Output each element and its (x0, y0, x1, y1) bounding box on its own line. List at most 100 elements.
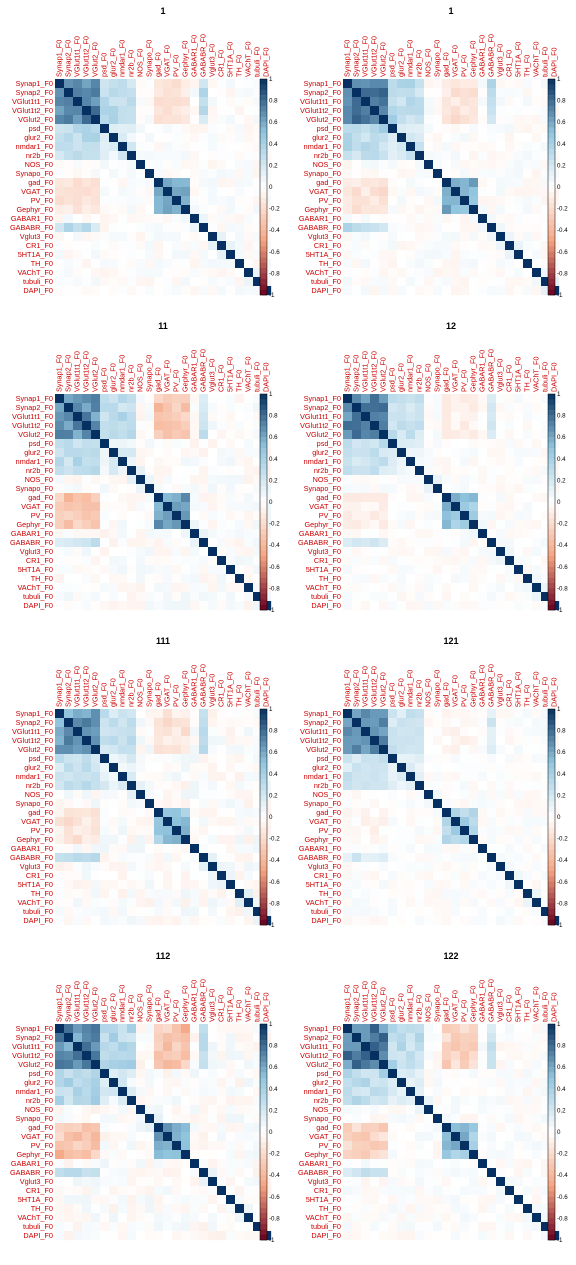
heatmap-cell (541, 142, 551, 152)
heatmap-cell (415, 727, 425, 737)
heatmap-cell (118, 1177, 128, 1187)
column-label: VGlut1t2_F0 (81, 351, 90, 392)
heatmap-cell (379, 1087, 389, 1097)
heatmap-cell (109, 1096, 119, 1106)
heatmap-cell (154, 808, 164, 818)
column-label: nmdar1_F0 (405, 355, 414, 392)
heatmap-cell (154, 745, 164, 755)
heatmap-cell (532, 250, 542, 260)
heatmap-cell (127, 709, 137, 719)
row-label: NOS_F0 (313, 790, 341, 799)
heatmap-cell (154, 727, 164, 737)
colorbar-segment (260, 278, 267, 285)
heatmap-cell (154, 1114, 164, 1124)
heatmap-cell (433, 556, 443, 566)
heatmap-cell (127, 1204, 137, 1214)
heatmap-cell (136, 502, 146, 512)
heatmap-cell (424, 448, 434, 458)
heatmap-cell (487, 556, 497, 566)
heatmap-cell (244, 907, 254, 917)
colorbar-segment (260, 1051, 267, 1057)
colorbar-segment (548, 246, 555, 252)
colorbar-tick-label: -0.4 (269, 1172, 280, 1179)
heatmap-cell (109, 88, 119, 98)
row-label: gad_F0 (28, 493, 53, 502)
heatmap-cell (127, 853, 137, 863)
heatmap-cell (190, 799, 200, 809)
heatmap-cell (532, 862, 542, 872)
row-label: PV_F0 (319, 196, 341, 205)
heatmap-cell (469, 781, 479, 791)
heatmap-cell (127, 484, 137, 494)
heatmap-cell (514, 160, 524, 170)
heatmap-cell (145, 1042, 155, 1052)
heatmap-cell (514, 853, 524, 863)
heatmap-cell (118, 907, 128, 917)
heatmap-cell (433, 799, 443, 809)
heatmap-cell (514, 574, 524, 584)
heatmap-cell (136, 1204, 146, 1214)
heatmap-cell (244, 844, 254, 854)
row-label: nr2b_F0 (26, 1096, 53, 1105)
heatmap-cell (406, 1078, 416, 1088)
heatmap-cell (109, 601, 119, 611)
heatmap-cell (532, 817, 542, 827)
heatmap-cell (343, 844, 353, 854)
row-label: DAPI_F0 (311, 286, 341, 295)
heatmap-cell (136, 124, 146, 134)
heatmap-cell (379, 160, 389, 170)
heatmap-cell (172, 1060, 182, 1070)
heatmap-cell (253, 124, 263, 134)
heatmap-cell (82, 538, 92, 548)
heatmap-cell (532, 808, 542, 818)
heatmap-cell (433, 106, 443, 116)
heatmap-cell (406, 1042, 416, 1052)
heatmap-cell (118, 205, 128, 215)
heatmap-cell (136, 718, 146, 728)
heatmap-cell (244, 259, 254, 269)
correlation-panel: 111Synap1_F0Synap2_F0VGlut1t1_F0VGlut1t2… (10, 636, 280, 929)
heatmap-cell (244, 124, 254, 134)
heatmap-cell (460, 286, 470, 296)
heatmap-cell (343, 277, 353, 287)
heatmap-cell (388, 862, 398, 872)
heatmap-cell (451, 745, 461, 755)
heatmap-cell (487, 1024, 497, 1034)
heatmap-cell (541, 88, 551, 98)
heatmap-cell (397, 817, 407, 827)
heatmap-cell (181, 1186, 191, 1196)
heatmap-cell (181, 223, 191, 233)
heatmap-cell (496, 898, 506, 908)
heatmap-cell (145, 862, 155, 872)
colorbar-tick-label: 0.2 (557, 162, 566, 169)
heatmap-cell (163, 871, 173, 881)
heatmap-cell (208, 601, 218, 611)
heatmap-cell (154, 529, 164, 539)
heatmap-cell (64, 169, 74, 179)
heatmap-cell (91, 1132, 101, 1142)
heatmap-cell (172, 1078, 182, 1088)
heatmap-cell (181, 862, 191, 872)
heatmap-cell (217, 1123, 227, 1133)
heatmap-cell (208, 520, 218, 530)
heatmap-cell (343, 772, 353, 782)
heatmap-cell (64, 871, 74, 881)
colorbar-tick-label: -0.4 (557, 227, 568, 234)
heatmap-cell (370, 808, 380, 818)
heatmap-cell (487, 223, 497, 233)
heatmap-cell (352, 268, 362, 278)
heatmap-cell (109, 124, 119, 134)
heatmap-cell (73, 808, 83, 818)
colorbar-segment (260, 1142, 267, 1149)
heatmap-cell (109, 241, 119, 251)
heatmap-cell (505, 403, 515, 413)
heatmap-cell (64, 403, 74, 413)
heatmap-cell (451, 1051, 461, 1061)
column-label: GABABR_F0 (198, 979, 207, 1022)
heatmap-cell (415, 232, 425, 242)
heatmap-cell (244, 790, 254, 800)
colorbar-segment (548, 284, 555, 290)
heatmap-cell (541, 907, 551, 917)
colorbar-tick-label: 0.6 (269, 749, 278, 756)
